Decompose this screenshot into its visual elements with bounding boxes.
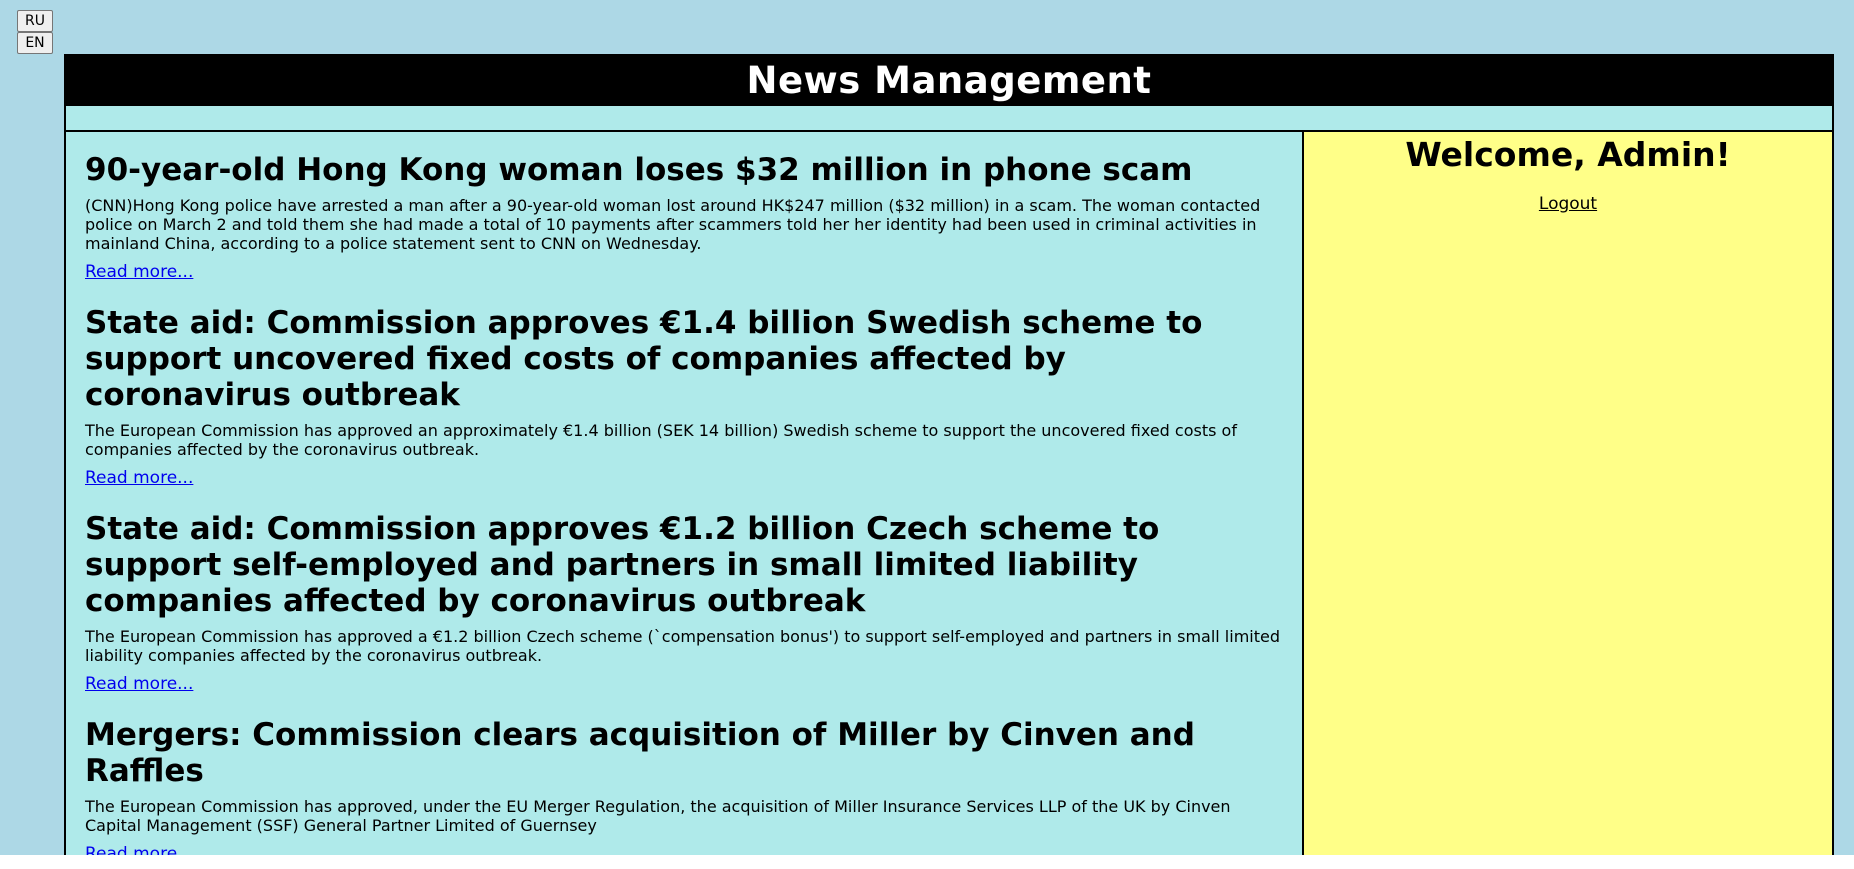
logout-link[interactable]: Logout — [1538, 194, 1598, 214]
user-sidebar: Welcome, Admin! Logout — [1302, 132, 1832, 855]
language-switcher: RU EN — [17, 10, 53, 54]
news-summary: (CNN)Hong Kong police have arrested a ma… — [85, 196, 1261, 253]
news-title: State aid: Commission approves €1.2 bill… — [85, 511, 1160, 619]
news-item: State aid: Commission approves €1.4 bill… — [85, 282, 1282, 488]
news-summary: The European Commission has approved an … — [85, 421, 1237, 459]
news-list: 90-year-old Hong Kong woman loses $32 mi… — [66, 132, 1302, 855]
news-summary: The European Commission has approved a €… — [85, 627, 1280, 665]
menu-bar — [66, 106, 1832, 132]
news-title: 90-year-old Hong Kong woman loses $32 mi… — [85, 152, 1193, 188]
news-title: State aid: Commission approves €1.4 bill… — [85, 305, 1203, 413]
news-item: 90-year-old Hong Kong woman loses $32 mi… — [85, 132, 1282, 282]
news-item: Mergers: Commission clears acquisition o… — [85, 694, 1282, 855]
main-frame: News Management 90-year-old Hong Kong wo… — [64, 54, 1834, 855]
read-more-link[interactable]: Read more... — [85, 674, 194, 694]
read-more-link[interactable]: Read more... — [85, 262, 194, 282]
news-title: Mergers: Commission clears acquisition o… — [85, 717, 1195, 789]
lang-en-button[interactable]: EN — [17, 32, 53, 54]
welcome-heading: Welcome, Admin! — [1405, 135, 1731, 174]
read-more-link[interactable]: Read more... — [85, 468, 194, 488]
lang-ru-button[interactable]: RU — [17, 10, 53, 32]
news-item: State aid: Commission approves €1.2 bill… — [85, 488, 1282, 694]
page-title: News Management — [66, 56, 1832, 106]
news-summary: The European Commission has approved, un… — [85, 797, 1231, 835]
read-more-link[interactable]: Read more... — [85, 844, 194, 855]
